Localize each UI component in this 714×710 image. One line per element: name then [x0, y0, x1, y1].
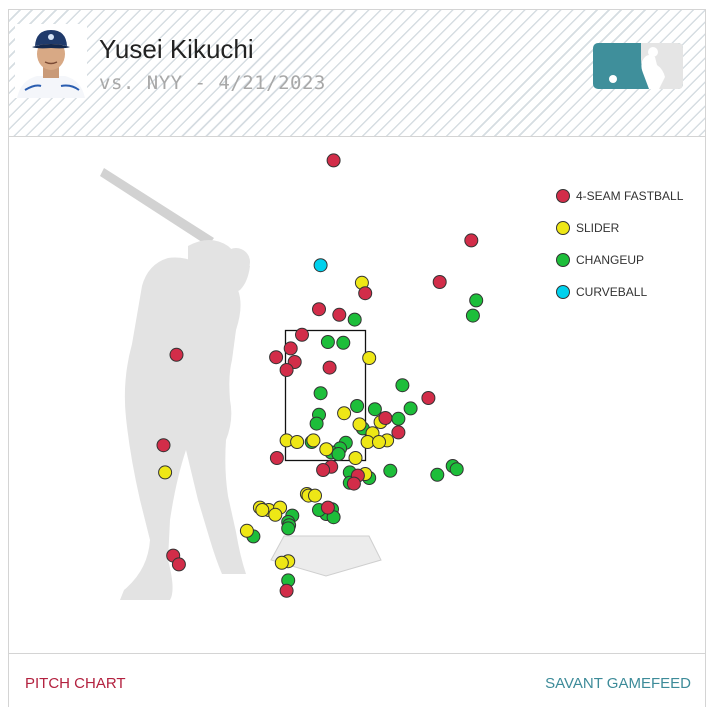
pitch-slider-3[interactable] — [337, 406, 352, 421]
pitch-slider-14[interactable] — [348, 451, 363, 465]
legend-marker-slider — [556, 221, 570, 235]
game-info: vs. NYY - 4/21/2023 — [99, 72, 326, 94]
pitch-changeup-5[interactable] — [336, 335, 351, 350]
pitch-changeup-2[interactable] — [465, 308, 480, 323]
pitch-4-seam-fastball-25[interactable] — [171, 557, 186, 572]
pitch-4-seam-fastball-18[interactable] — [269, 451, 284, 465]
pitch-4-seam-fastball-2[interactable] — [464, 233, 479, 248]
pitch-changeup-4[interactable] — [320, 335, 335, 349]
footer: PITCH CHART SAVANT GAMEFEED — [9, 653, 705, 707]
pitch-4-seam-fastball-7[interactable] — [295, 327, 309, 342]
legend-marker-curveball — [556, 285, 570, 299]
pitch-4-seam-fastball-13[interactable] — [279, 363, 294, 377]
pitch-4-seam-fastball-14[interactable] — [421, 391, 436, 405]
legend-label-4-seam-fastball: 4-SEAM FASTBALL — [576, 189, 684, 203]
pitch-slider-2[interactable] — [362, 351, 377, 365]
pitch-4-seam-fastball-3[interactable] — [432, 275, 447, 289]
player-headshot — [15, 24, 87, 98]
pitch-4-seam-fastball-10[interactable] — [269, 350, 284, 365]
pitch-4-seam-fastball-20[interactable] — [316, 463, 331, 477]
legend-marker-changeup — [556, 253, 570, 267]
legend: 4-SEAM FASTBALL SLIDER CHANGEUP CURVEBALL — [556, 189, 684, 299]
pitch-slider-25[interactable] — [239, 523, 254, 538]
legend-marker-4-seam-fastball — [556, 189, 570, 203]
pitch-4-seam-fastball-5[interactable] — [312, 302, 326, 317]
legend-label-curveball: CURVEBALL — [576, 285, 647, 299]
pitch-changeup-7[interactable] — [313, 386, 328, 401]
header: Yusei Kikuchi vs. NYY - 4/21/2023 — [9, 10, 705, 137]
pitch-4-seam-fastball-23[interactable] — [320, 500, 335, 515]
pitch-changeup-6[interactable] — [395, 378, 410, 393]
pitch-4-seam-fastball-15[interactable] — [378, 411, 393, 425]
pitch-4-seam-fastball-22[interactable] — [346, 476, 361, 491]
pitch-changeup-8[interactable] — [367, 402, 382, 417]
pitch-slider-15[interactable] — [158, 465, 173, 480]
pitch-slider-12[interactable] — [290, 435, 305, 449]
pitch-slider-22[interactable] — [255, 503, 270, 517]
pitch-slider-27[interactable] — [274, 555, 289, 570]
pitch-changeup-9[interactable] — [403, 401, 418, 416]
pitch-changeup-13[interactable] — [309, 416, 324, 431]
pitch-changeup-21[interactable] — [449, 462, 464, 477]
legend-label-slider: SLIDER — [576, 221, 620, 235]
pitch-4-seam-fastball-17[interactable] — [156, 438, 171, 453]
pitch-changeup-22[interactable] — [430, 467, 445, 482]
pitch-changeup-24[interactable] — [383, 463, 398, 478]
pitch-changeup-1[interactable] — [469, 293, 484, 308]
pitch-slider-13[interactable] — [319, 442, 334, 457]
pitch-slider-24[interactable] — [268, 507, 283, 522]
pitch-4-seam-fastball-8[interactable] — [283, 341, 298, 356]
pitch-changeup-3[interactable] — [347, 312, 362, 327]
pitch-changeup-12[interactable] — [391, 411, 406, 426]
pitch-4-seam-fastball-26[interactable] — [279, 583, 294, 598]
savant-gamefeed-link[interactable]: SAVANT GAMEFEED — [545, 675, 691, 692]
pitch-curveball-1[interactable] — [313, 258, 328, 273]
pitch-4-seam-fastball-9[interactable] — [169, 347, 184, 362]
pitch-changeup-10[interactable] — [350, 399, 365, 413]
batter-silhouette — [100, 168, 250, 600]
pitch-4-seam-fastball-6[interactable] — [332, 307, 347, 322]
pitch-4-seam-fastball-1[interactable] — [326, 153, 341, 168]
pitch-slider-19[interactable] — [308, 488, 322, 503]
pitch-chart-link[interactable]: PITCH CHART — [25, 675, 126, 692]
pitch-changeup-19[interactable] — [331, 447, 346, 461]
pitch-slider-5[interactable] — [352, 417, 367, 432]
strike-zone — [284, 329, 367, 462]
pitch-changeup-34[interactable] — [281, 521, 296, 536]
pitch-slider-9[interactable] — [306, 433, 321, 448]
pitch-4-seam-fastball-12[interactable] — [322, 360, 337, 375]
pitch-slider-11[interactable] — [372, 435, 386, 449]
player-name: Yusei Kikuchi — [99, 34, 254, 64]
mlb-logo — [593, 43, 683, 89]
pitch-points — [156, 153, 484, 598]
pitch-4-seam-fastball-16[interactable] — [391, 425, 406, 440]
home-plate — [270, 535, 382, 577]
pitch-4-seam-fastball-4[interactable] — [358, 286, 373, 301]
legend-label-changeup: CHANGEUP — [576, 253, 644, 267]
